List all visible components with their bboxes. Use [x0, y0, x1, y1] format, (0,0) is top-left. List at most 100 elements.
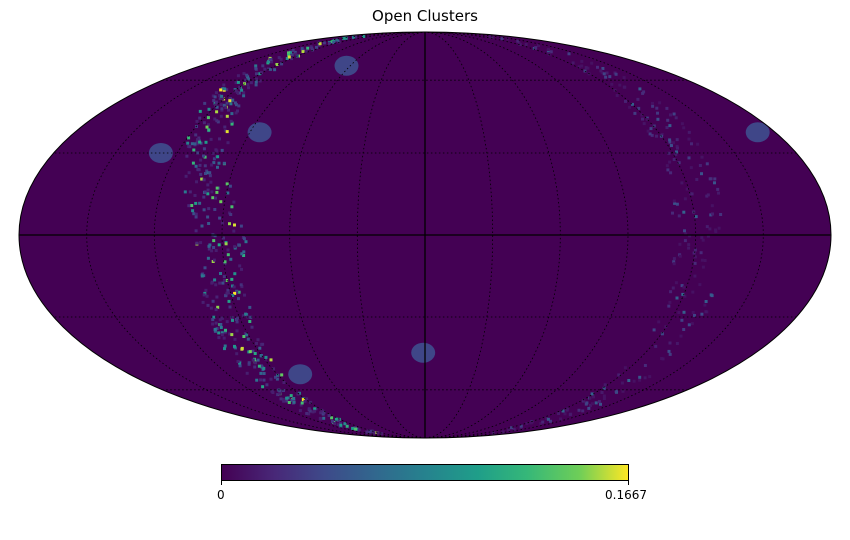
cluster-pixel: [300, 47, 304, 51]
cluster-pixel: [199, 241, 203, 245]
cluster-pixel: [290, 57, 293, 61]
cluster-pixel: [253, 352, 257, 355]
cluster-pixel: [352, 35, 355, 39]
cluster-pixel: [194, 201, 198, 205]
cluster-pixel: [700, 258, 704, 262]
cluster-patch: [288, 364, 313, 385]
cluster-pixel: [247, 361, 251, 365]
cluster-pixel: [203, 164, 207, 168]
cluster-pixel: [225, 291, 229, 295]
cluster-pixel: [200, 224, 204, 228]
cluster-pixel: [539, 422, 543, 426]
cluster-pixel: [557, 412, 560, 415]
cluster-pixel: [705, 162, 709, 166]
cluster-pixel: [194, 212, 198, 216]
cluster-pixel: [192, 148, 196, 152]
cluster-pixel: [717, 226, 721, 230]
cluster-pixel: [293, 50, 297, 54]
cluster-pixel: [672, 199, 676, 203]
cluster-pixel: [218, 137, 221, 141]
cluster-pixel: [604, 75, 608, 79]
cluster-pixel: [706, 234, 710, 238]
cluster-pixel: [537, 44, 540, 47]
cluster-pixel: [680, 318, 684, 322]
cluster-pixel: [245, 333, 249, 337]
cluster-pixel: [320, 408, 324, 412]
cluster-pixel: [223, 87, 227, 91]
cluster-pixel: [500, 37, 504, 41]
cluster-pixel: [716, 187, 720, 191]
cluster-pixel: [230, 122, 234, 126]
cluster-pixel: [292, 399, 296, 403]
cluster-pixel: [206, 171, 210, 175]
cluster-pixel: [202, 208, 206, 212]
cluster-pixel: [280, 62, 284, 66]
cluster-pixel: [710, 204, 714, 208]
cluster-pixel: [240, 346, 244, 350]
cluster-pixel: [201, 300, 205, 304]
cluster-pixel: [577, 408, 581, 412]
cluster-pixel: [600, 71, 604, 75]
cluster-pixel: [262, 372, 266, 375]
cluster-pixel: [594, 401, 598, 405]
cluster-pixel: [212, 315, 216, 319]
cluster-pixel: [220, 221, 224, 225]
cluster-pixel: [278, 389, 282, 393]
cluster-pixel: [213, 278, 217, 282]
cluster-pixel: [272, 367, 275, 371]
cluster-pixel: [668, 300, 672, 304]
cluster-pixel: [366, 430, 370, 434]
cluster-pixel: [202, 195, 206, 199]
cluster-pixel: [601, 67, 605, 70]
cluster-pixel: [305, 49, 309, 53]
cluster-pixel: [668, 160, 672, 164]
cluster-pixel: [195, 140, 199, 144]
cluster-pixel: [717, 191, 720, 195]
cluster-pixel: [207, 107, 211, 111]
cluster-pixel: [213, 117, 217, 121]
cluster-pixel: [636, 97, 640, 101]
cluster-pixel: [212, 258, 216, 262]
cluster-pixel: [580, 59, 584, 63]
cluster-pixel: [590, 61, 594, 65]
cluster-pixel: [334, 417, 338, 421]
cluster-pixel: [678, 254, 682, 258]
cluster-pixel: [183, 190, 187, 194]
cluster-pixel: [322, 41, 326, 45]
cluster-pixel: [248, 350, 252, 354]
cluster-pixel: [687, 130, 691, 134]
cluster-pixel: [251, 349, 255, 353]
cluster-pixel: [292, 397, 296, 400]
cluster-pixel: [376, 431, 380, 435]
cluster-pixel: [342, 36, 346, 40]
cluster-pixel: [651, 104, 655, 108]
cluster-pixel: [247, 77, 250, 81]
cluster-pixel: [222, 161, 226, 165]
cluster-pixel: [219, 323, 223, 326]
cluster-pixel: [213, 95, 217, 99]
cluster-pixel: [516, 39, 520, 43]
cluster-pixel: [694, 215, 698, 219]
cluster-pixel: [241, 314, 245, 318]
cluster-pixel: [269, 377, 273, 381]
cluster-pixel: [529, 420, 533, 424]
cluster-pixel: [269, 58, 273, 61]
cluster-pixel: [249, 81, 253, 85]
cluster-pixel: [185, 154, 189, 158]
cluster-pixel: [225, 101, 229, 105]
cluster-pixel: [242, 250, 246, 254]
cluster-pixel: [289, 50, 292, 54]
cluster-pixel: [223, 330, 227, 334]
cluster-pixel: [258, 79, 262, 83]
cluster-pixel: [658, 101, 662, 105]
cluster-pixel: [222, 275, 226, 279]
cluster-pixel: [322, 416, 326, 420]
cluster-pixel: [274, 375, 277, 379]
cluster-pixel: [674, 281, 678, 285]
cluster-pixel: [240, 285, 244, 289]
cluster-pixel: [343, 422, 347, 426]
meridian-line: [424, 32, 697, 438]
cluster-pixel: [623, 366, 627, 370]
cluster-pixel: [687, 156, 691, 160]
cluster-pixel: [700, 172, 703, 176]
